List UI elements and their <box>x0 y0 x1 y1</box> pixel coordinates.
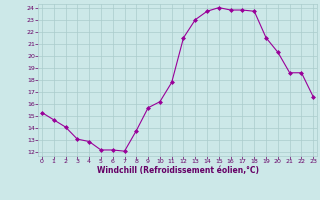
X-axis label: Windchill (Refroidissement éolien,°C): Windchill (Refroidissement éolien,°C) <box>97 166 259 175</box>
